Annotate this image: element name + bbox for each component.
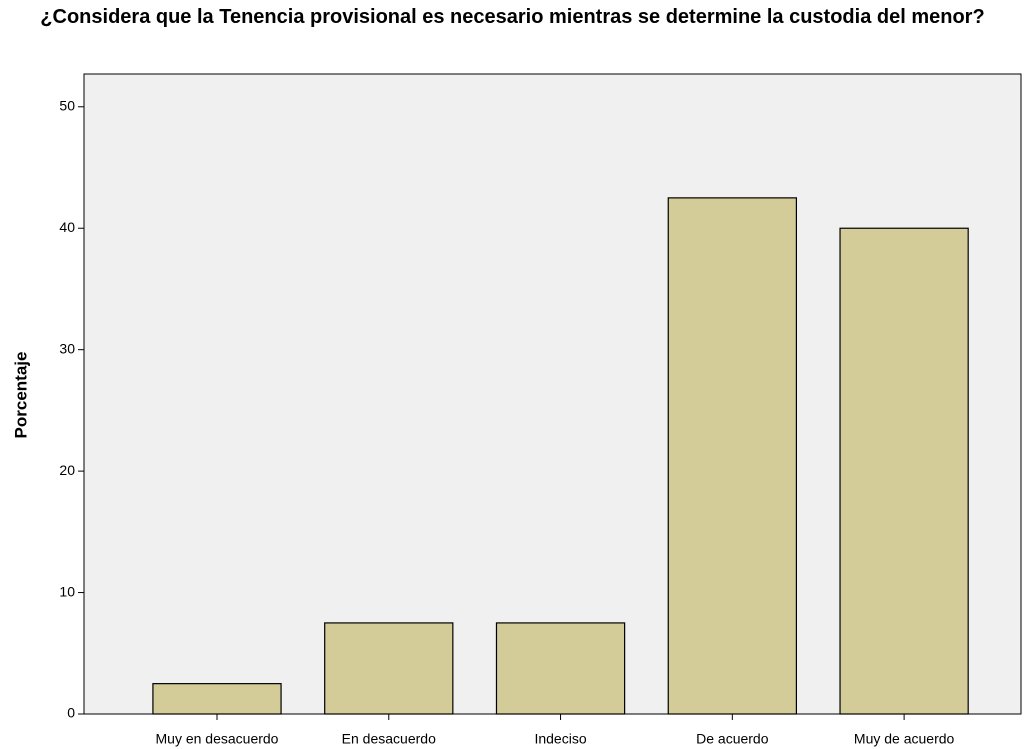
y-tick-label: 10 bbox=[59, 583, 75, 599]
x-tick-label: Muy en desacuerdo bbox=[156, 731, 279, 747]
y-tick-label: 30 bbox=[59, 340, 75, 356]
chart-title: ¿Considera que la Tenencia provisional e… bbox=[40, 6, 985, 28]
bar bbox=[667, 197, 798, 715]
y-tick-label: 20 bbox=[59, 462, 75, 478]
y-tick-label: 50 bbox=[59, 97, 75, 113]
x-tick-label: De acuerdo bbox=[696, 731, 769, 747]
x-tick-label: Indeciso bbox=[534, 731, 586, 747]
y-axis-label: Porcentaje bbox=[11, 352, 30, 439]
bar bbox=[839, 227, 969, 715]
y-tick-label: 40 bbox=[59, 219, 75, 235]
x-tick-label: En desacuerdo bbox=[342, 731, 436, 747]
bar bbox=[495, 622, 626, 715]
x-tick-label: Muy de acuerdo bbox=[854, 731, 955, 747]
bar bbox=[152, 683, 282, 715]
bar bbox=[324, 622, 454, 715]
y-tick-label: 0 bbox=[67, 705, 75, 721]
